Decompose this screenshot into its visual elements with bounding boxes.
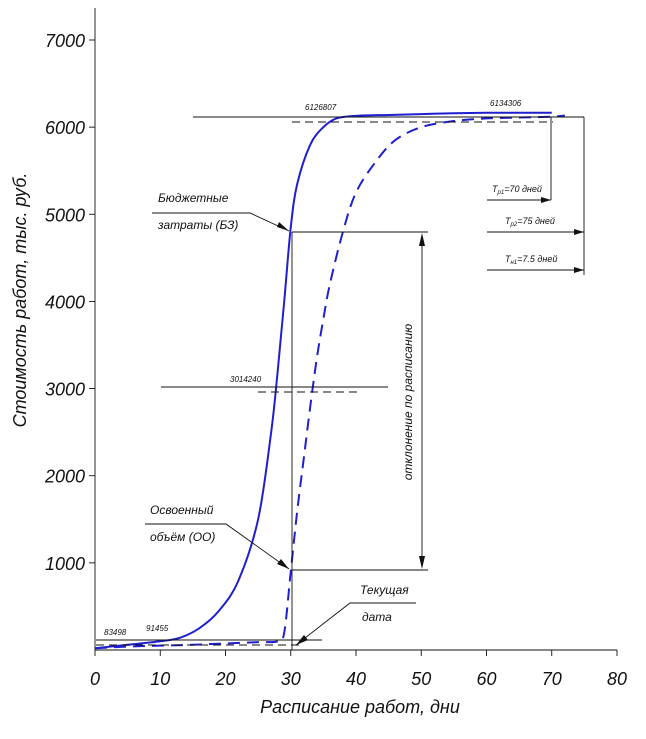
y-tick-label: 5000 xyxy=(45,205,85,225)
t1-label: Tр1=70 дней xyxy=(492,184,542,196)
value-top-solid: 6126807 xyxy=(305,103,337,112)
earned-label-line1: Освоенный xyxy=(150,503,214,517)
earned-label-line2: объём (ОО) xyxy=(150,530,215,544)
t3-sub: н1 xyxy=(511,260,518,266)
t1-arrowhead xyxy=(541,197,551,203)
x-tick-label: 70 xyxy=(542,669,562,689)
value-low1: 83498 xyxy=(104,628,127,637)
t2-sub: р2 xyxy=(510,222,518,228)
deviation-label: отклонение по расписанию xyxy=(401,324,415,481)
t3-arrowhead xyxy=(574,267,584,273)
x-tick-label: 20 xyxy=(214,669,235,689)
x-tick-label: 60 xyxy=(476,669,496,689)
y-tick-label: 1000 xyxy=(45,554,85,574)
budget-label-line1: Бюджетные xyxy=(158,191,229,205)
series-line-earned xyxy=(94,114,565,650)
value-mid: 3014240 xyxy=(230,375,262,384)
t3-label: Tн1=7.5 дней xyxy=(505,254,557,266)
t2-label: Tр2=75 дней xyxy=(505,216,555,228)
y-tick-label: 4000 xyxy=(45,292,85,312)
x-tick-label: 40 xyxy=(346,669,366,689)
y-tick-label: 2000 xyxy=(44,467,85,487)
current-leader-arrow xyxy=(296,635,308,645)
t1-value: =70 дней xyxy=(504,184,542,194)
budget-leader-arrow xyxy=(277,222,289,231)
x-ticks: 0 10 20 30 40 50 60 70 80 xyxy=(90,650,627,689)
current-label-line1: Текущая xyxy=(360,583,409,597)
budget-label-line2: затраты (БЗ) xyxy=(157,218,238,232)
y-tick-label: 7000 xyxy=(45,31,85,51)
x-axis-title: Расписание работ, дни xyxy=(260,697,460,717)
x-tick-label: 10 xyxy=(150,669,170,689)
series-line-budget xyxy=(94,111,552,650)
t2-value: =75 дней xyxy=(517,216,555,226)
budget-leader xyxy=(152,212,290,232)
current-label-line2: дата xyxy=(362,610,392,624)
value-low2: 91455 xyxy=(146,624,169,633)
x-tick-label: 0 xyxy=(90,669,100,689)
t1-sub: р1 xyxy=(497,190,505,196)
t3-value: =7.5 дней xyxy=(517,254,557,264)
value-top-dashed: 6134306 xyxy=(490,99,522,108)
y-tick-label: 3000 xyxy=(45,380,85,400)
t2-arrowhead xyxy=(574,229,584,235)
x-tick-label: 30 xyxy=(281,669,301,689)
annotation-lines xyxy=(96,116,585,650)
y-ticks: 1000 2000 3000 4000 5000 6000 7000 xyxy=(44,31,95,574)
deviation-arrow-bottom xyxy=(419,556,425,569)
y-axis-title: Стоимость работ, тыс. руб. xyxy=(10,173,30,428)
series-layer xyxy=(94,111,565,650)
current-leader xyxy=(295,602,416,646)
earned-leader xyxy=(145,523,290,570)
x-tick-label: 50 xyxy=(411,669,431,689)
y-tick-label: 6000 xyxy=(45,118,85,138)
x-tick-label: 80 xyxy=(607,669,627,689)
earned-leader-arrow xyxy=(277,559,289,569)
deviation-arrow-top xyxy=(419,233,425,246)
